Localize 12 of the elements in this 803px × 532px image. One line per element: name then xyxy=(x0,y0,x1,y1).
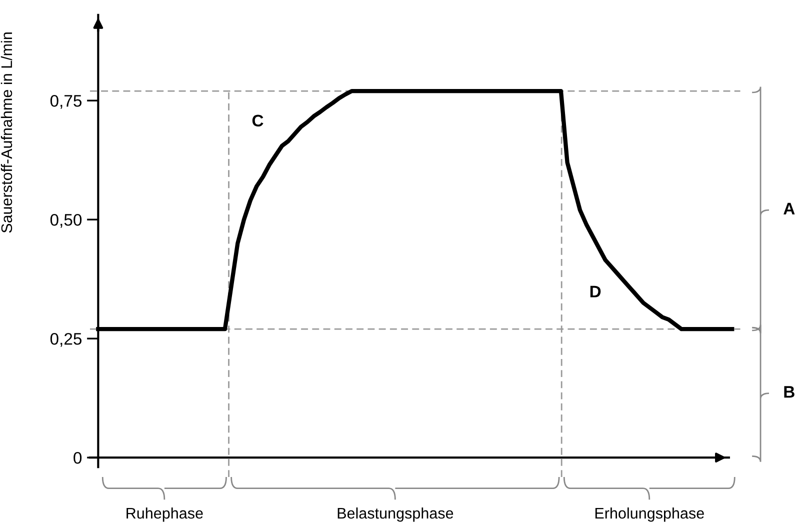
text: A xyxy=(784,202,795,214)
text: Ruhephase xyxy=(126,507,203,522)
y-tick-label: 0 xyxy=(74,452,82,464)
y-tick-label: 0,50 xyxy=(50,214,82,228)
annotation: C xyxy=(252,114,264,127)
text: Belastungsphase xyxy=(338,507,454,522)
y-tick-label: 0,25 xyxy=(50,332,82,347)
annotation: D xyxy=(590,286,601,298)
text: B xyxy=(784,386,794,398)
y-axis-title: Sauerstoff-Aufnahme in L/min xyxy=(0,32,12,233)
y-tick-label: 0,75 xyxy=(50,94,82,109)
text: Erholungsphase xyxy=(595,507,704,522)
